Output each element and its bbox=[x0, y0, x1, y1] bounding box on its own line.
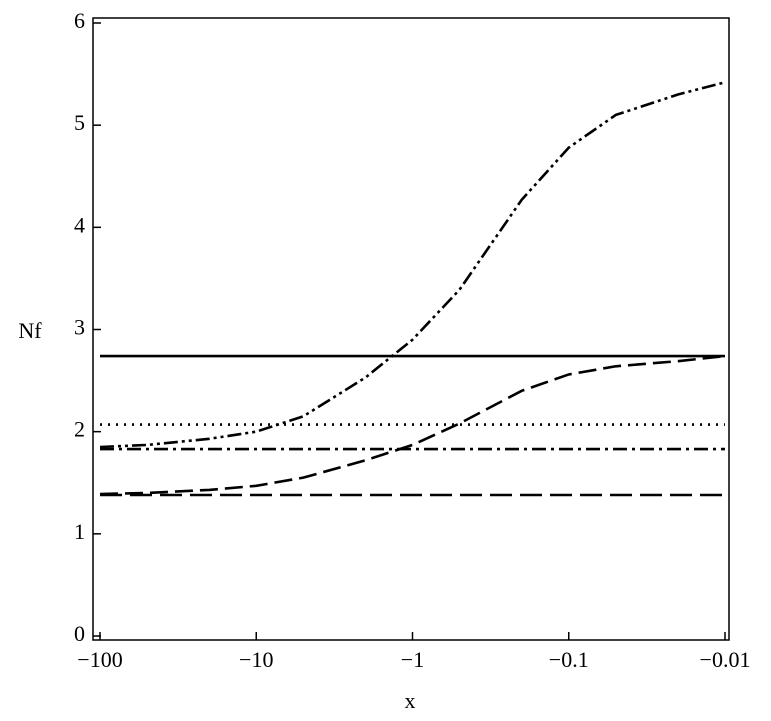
y-tick-label: 2 bbox=[74, 417, 85, 442]
plot-frame bbox=[92, 17, 730, 641]
y-tick-label: 5 bbox=[74, 110, 85, 135]
x-tick-label: −1 bbox=[401, 647, 424, 672]
y-tick-label: 0 bbox=[74, 621, 85, 646]
x-tick-label: −100 bbox=[77, 647, 122, 672]
line-series bbox=[99, 354, 726, 496]
x-tick-label: −0.1 bbox=[549, 647, 589, 672]
x-tick-label: −0.01 bbox=[700, 647, 751, 672]
line-series bbox=[99, 80, 726, 449]
y-tick-label: 3 bbox=[74, 315, 85, 340]
y-tick-label: 4 bbox=[74, 212, 85, 237]
y-tick-label: 6 bbox=[74, 8, 85, 33]
y-axis-label: Nf bbox=[18, 318, 42, 343]
x-tick-label: −10 bbox=[239, 647, 273, 672]
x-axis-label: x bbox=[405, 688, 416, 713]
y-tick-label: 1 bbox=[74, 519, 85, 544]
